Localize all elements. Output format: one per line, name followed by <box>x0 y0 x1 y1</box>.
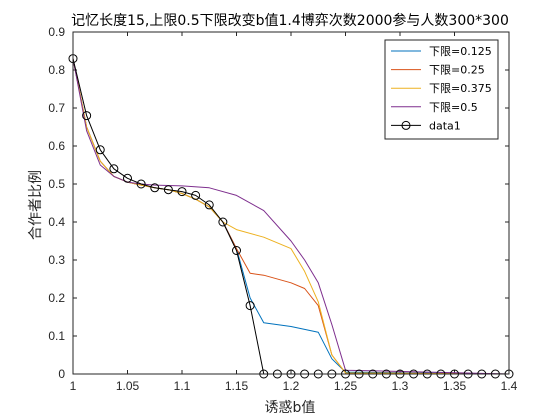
y-tick-label: 0.1 <box>48 329 65 343</box>
data-point-marker <box>232 246 241 255</box>
data-point-marker <box>163 185 173 195</box>
data-point-marker <box>191 190 201 200</box>
x-tick-label: 1.4 <box>501 379 518 393</box>
data-point-marker <box>177 187 187 197</box>
data-point-marker <box>109 164 119 174</box>
y-tick-label: 0.6 <box>48 139 65 153</box>
data-point-marker <box>150 183 160 193</box>
legend-marker <box>401 120 411 130</box>
y-tick-label: 0.4 <box>48 215 65 229</box>
x-axis-label: 诱惑b值 <box>265 400 316 416</box>
data-point-marker <box>123 173 132 183</box>
data-point-marker <box>95 145 105 155</box>
y-axis-label: 合作者比例 <box>28 170 44 240</box>
x-tick-label: 1.05 <box>116 379 140 393</box>
y-tick-label: 0.2 <box>48 291 65 305</box>
data-point-marker <box>82 111 92 121</box>
legend-label: 下限=0.5 <box>429 101 478 114</box>
x-tick-label: 1.1 <box>174 379 191 393</box>
legend-label: 下限=0.375 <box>429 82 492 95</box>
y-tick-label: 0.7 <box>48 101 65 115</box>
plot-frame <box>72 31 510 375</box>
data-point-marker <box>245 301 255 311</box>
x-tick-label: 1.3 <box>392 379 409 393</box>
legend: 下限=0.125 下限=0.25 下限=0.375 下限=0.5 data1 <box>384 39 499 140</box>
x-tick-label: 1 <box>70 379 77 393</box>
y-tick-label: 0.9 <box>48 25 65 39</box>
x-tick-label: 1.35 <box>443 379 467 393</box>
y-tick-label: 0.5 <box>48 177 65 191</box>
axis-ticks: 1 1.05 1.1 1.15 1.2 1.25 1.3 1.35 1.4 0 0.1 0.2 0.3 0… <box>48 25 517 393</box>
data-point-marker <box>218 217 228 227</box>
legend-label: 下限=0.125 <box>429 45 492 58</box>
legend-label: 下限=0.25 <box>429 64 485 77</box>
y-tick-label: 0 <box>58 367 65 381</box>
x-tick-label: 1.2 <box>283 379 300 393</box>
chart-title: 记忆长度15,上限0.5下限改变b值1.4博弈次数2000参与人数300*300 <box>71 12 509 29</box>
y-tick-label: 0.3 <box>48 253 65 267</box>
data-point-marker <box>136 179 146 189</box>
x-tick-label: 1.15 <box>225 379 249 393</box>
legend-box <box>384 39 499 140</box>
y-tick-label: 0.8 <box>48 63 65 77</box>
data-point-marker <box>204 200 214 210</box>
legend-label: data1 <box>429 119 461 132</box>
x-tick-label: 1.25 <box>334 379 358 393</box>
series-line-4 <box>72 58 510 375</box>
